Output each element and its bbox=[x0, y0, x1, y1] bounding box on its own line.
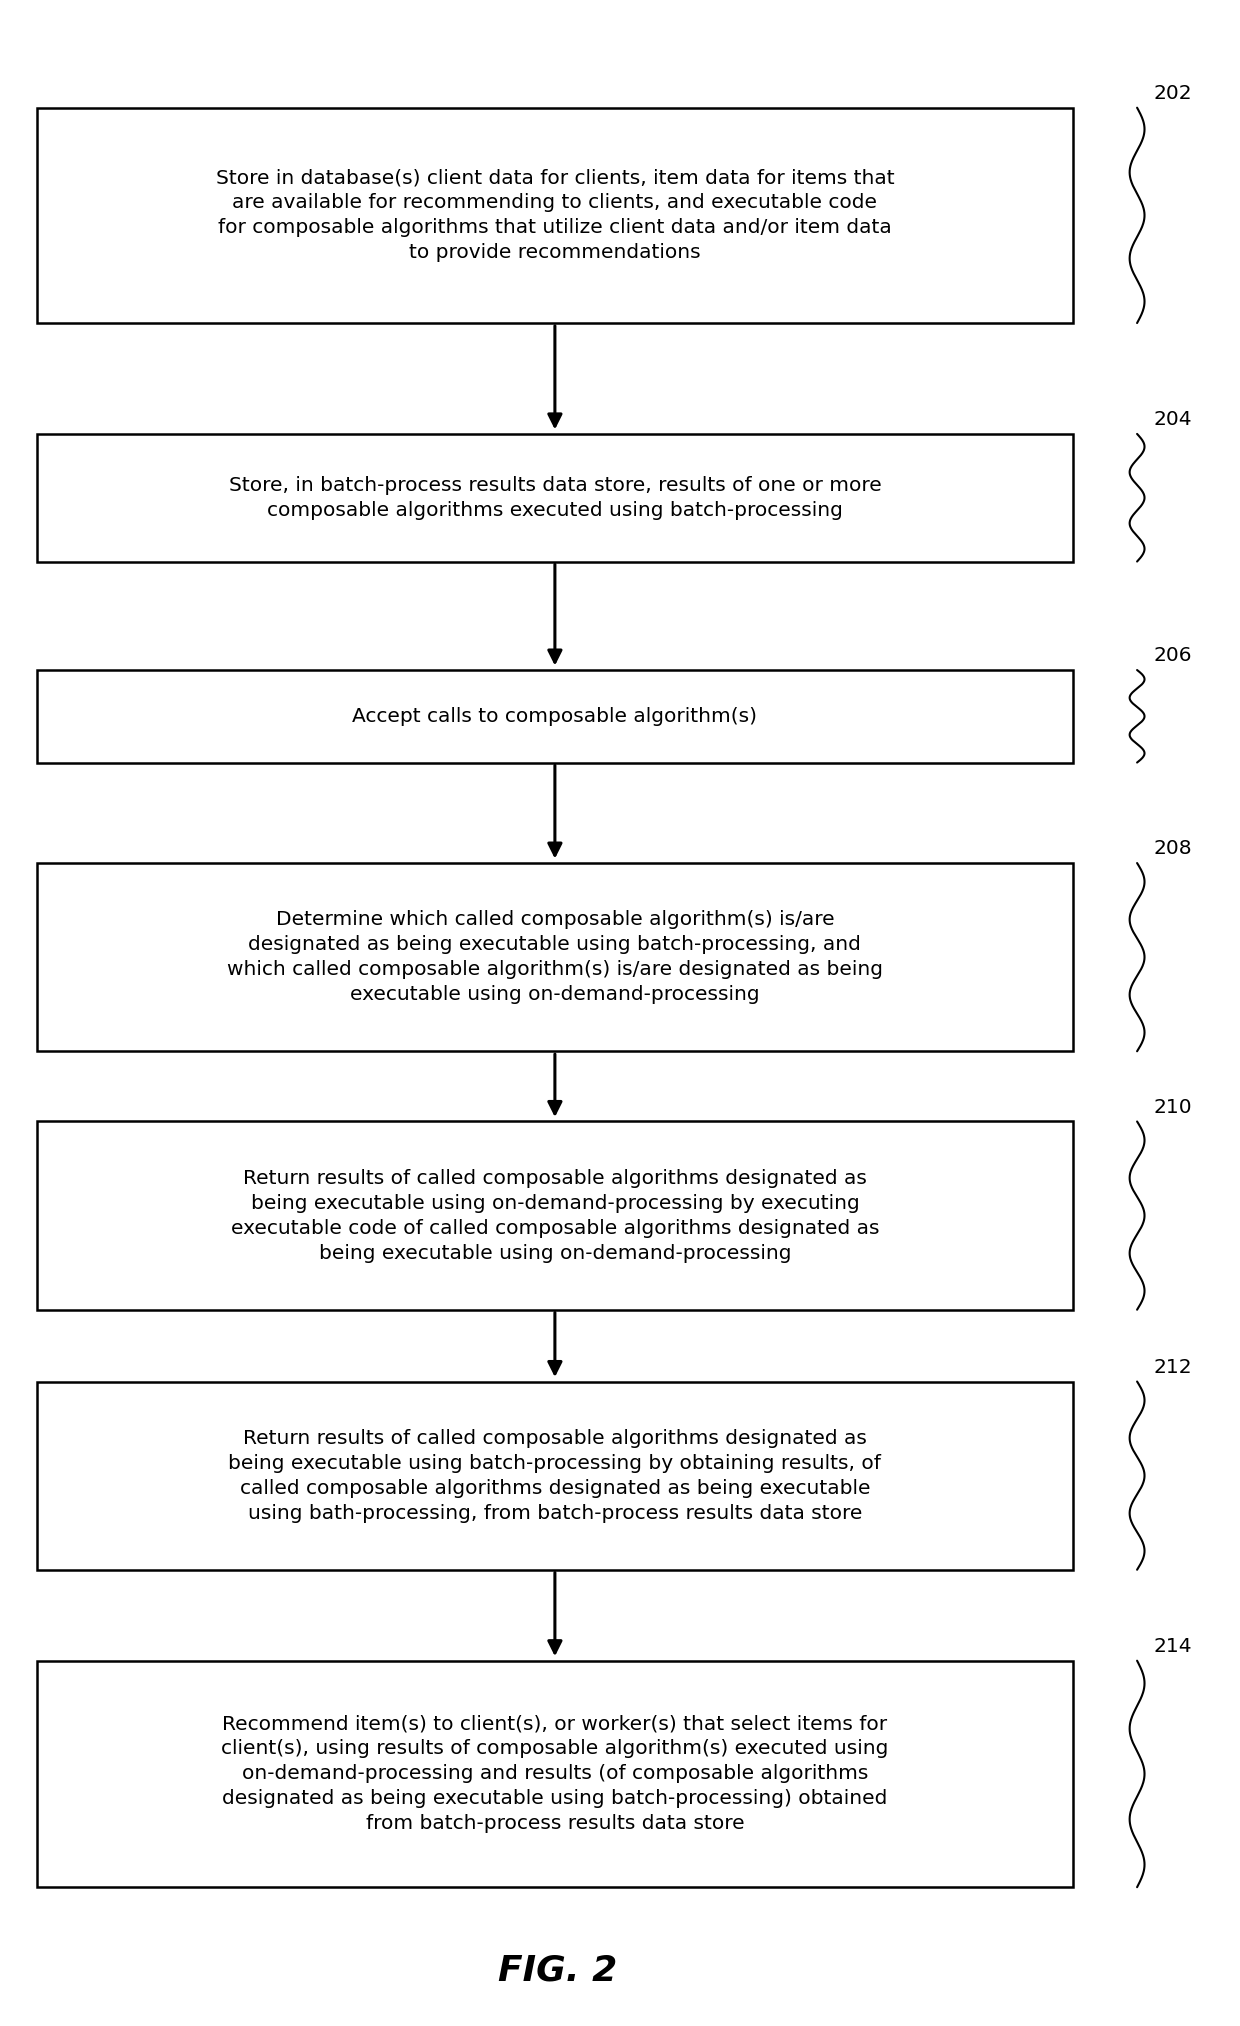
Text: 204: 204 bbox=[1153, 409, 1192, 430]
Text: 214: 214 bbox=[1153, 1637, 1192, 1655]
Text: Store, in batch-process results data store, results of one or more
composable al: Store, in batch-process results data sto… bbox=[228, 476, 882, 521]
Text: 208: 208 bbox=[1153, 839, 1192, 859]
Text: Determine which called composable algorithm(s) is/are
designated as being execut: Determine which called composable algori… bbox=[227, 910, 883, 1005]
Text: 202: 202 bbox=[1153, 83, 1192, 103]
Text: Return results of called composable algorithms designated as
being executable us: Return results of called composable algo… bbox=[228, 1428, 882, 1524]
Text: Return results of called composable algorithms designated as
being executable us: Return results of called composable algo… bbox=[231, 1169, 879, 1262]
FancyBboxPatch shape bbox=[37, 863, 1073, 1051]
FancyBboxPatch shape bbox=[37, 1661, 1073, 1886]
FancyBboxPatch shape bbox=[37, 434, 1073, 561]
FancyBboxPatch shape bbox=[37, 1382, 1073, 1570]
Text: Store in database(s) client data for clients, item data for items that
are avail: Store in database(s) client data for cli… bbox=[216, 168, 894, 261]
FancyBboxPatch shape bbox=[37, 107, 1073, 322]
Text: 210: 210 bbox=[1153, 1098, 1192, 1116]
FancyBboxPatch shape bbox=[37, 1122, 1073, 1309]
Text: Accept calls to composable algorithm(s): Accept calls to composable algorithm(s) bbox=[352, 707, 758, 725]
FancyBboxPatch shape bbox=[37, 671, 1073, 762]
Text: FIG. 2: FIG. 2 bbox=[498, 1953, 618, 1988]
Text: 206: 206 bbox=[1153, 646, 1192, 665]
Text: Recommend item(s) to client(s), or worker(s) that select items for
client(s), us: Recommend item(s) to client(s), or worke… bbox=[221, 1714, 889, 1834]
Text: 212: 212 bbox=[1153, 1357, 1192, 1378]
